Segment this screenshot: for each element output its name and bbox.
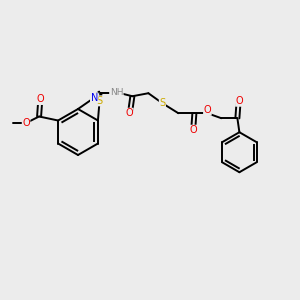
Text: O: O — [190, 125, 197, 135]
Text: S: S — [159, 98, 165, 108]
Text: S: S — [97, 96, 103, 106]
Text: NH: NH — [110, 88, 123, 97]
Text: O: O — [126, 108, 133, 118]
Text: N: N — [91, 93, 98, 103]
Text: O: O — [204, 105, 211, 115]
Text: O: O — [22, 118, 30, 128]
Text: O: O — [236, 96, 243, 106]
Text: O: O — [36, 94, 44, 104]
